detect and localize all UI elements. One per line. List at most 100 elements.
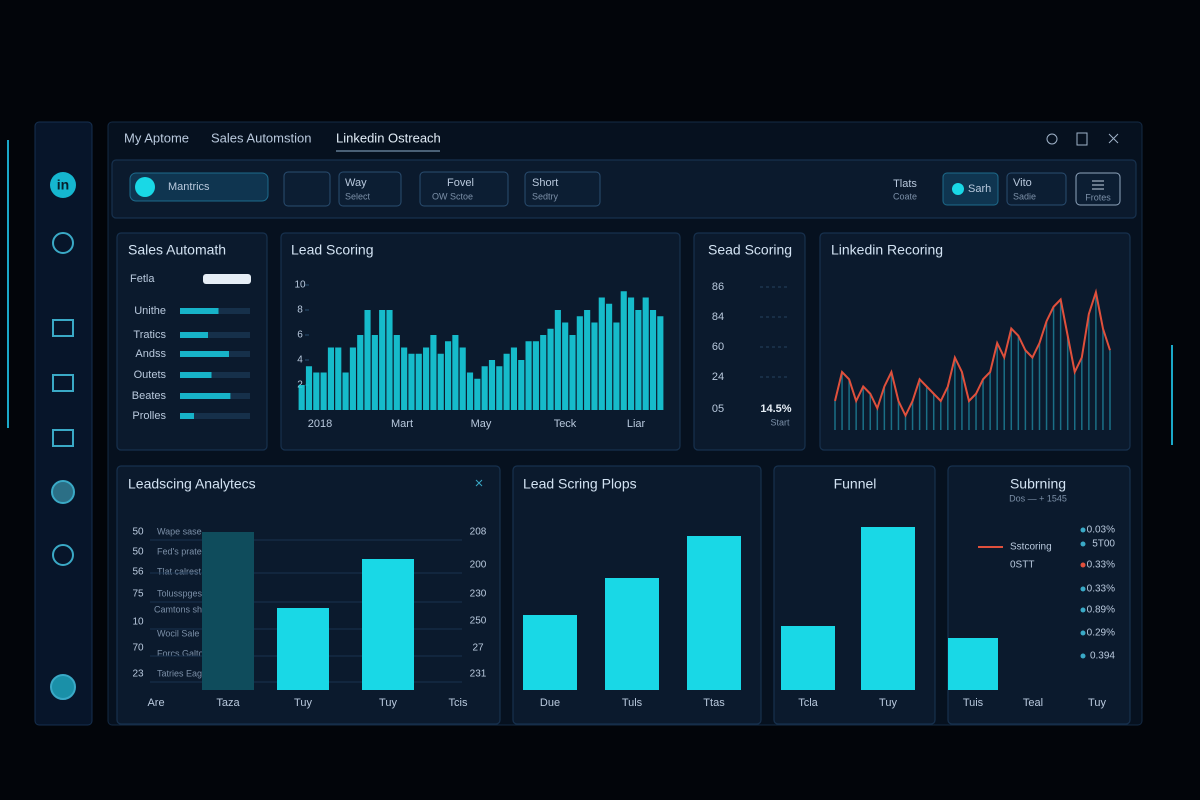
bar bbox=[562, 322, 569, 410]
row-track bbox=[180, 372, 250, 378]
bar bbox=[327, 347, 334, 410]
bar bbox=[386, 310, 393, 410]
nav-icon[interactable] bbox=[50, 674, 76, 700]
stat-icon bbox=[1080, 541, 1086, 547]
x-tick-label: May bbox=[471, 418, 492, 430]
window-icons bbox=[1046, 132, 1119, 146]
row-track bbox=[180, 413, 250, 419]
bar bbox=[466, 372, 474, 410]
score-label: 60 bbox=[712, 341, 724, 353]
bar bbox=[357, 335, 364, 410]
status-sub: Coate bbox=[893, 191, 917, 201]
logo[interactable] bbox=[50, 172, 76, 198]
bar bbox=[488, 360, 496, 410]
bar bbox=[349, 347, 356, 410]
bar bbox=[393, 335, 400, 410]
stat: 14.5% bbox=[760, 403, 791, 415]
bar bbox=[401, 347, 408, 410]
nav-icon[interactable] bbox=[52, 374, 74, 392]
bar bbox=[430, 335, 437, 410]
filter-sub: Sadie bbox=[1013, 191, 1036, 201]
row-bar bbox=[180, 393, 231, 399]
filter[interactable] bbox=[524, 171, 601, 207]
nav-icon[interactable] bbox=[51, 480, 75, 504]
y-tick-label: 230 bbox=[470, 589, 487, 600]
icon-button[interactable] bbox=[283, 171, 331, 207]
icon[interactable] bbox=[1076, 132, 1088, 146]
x-tick-label: Tcis bbox=[449, 697, 468, 709]
legend-item: 0STT bbox=[1010, 560, 1034, 571]
nav-item[interactable]: My Aptome bbox=[124, 130, 189, 145]
sidebar bbox=[34, 121, 93, 726]
row-bar bbox=[180, 308, 219, 314]
filter-label: Short bbox=[532, 177, 558, 189]
x-tick-label: Are bbox=[147, 697, 164, 709]
nav-item[interactable]: Sales Automstion bbox=[211, 130, 311, 145]
toggle bbox=[203, 274, 251, 284]
bar bbox=[459, 347, 466, 410]
y-tick-label: 23 bbox=[132, 669, 144, 680]
y-tick-label: 56 bbox=[132, 567, 144, 578]
bar bbox=[320, 372, 327, 410]
x-tick-label: Teal bbox=[1023, 697, 1043, 709]
score-label: 05 bbox=[712, 403, 724, 415]
filter[interactable] bbox=[1006, 172, 1067, 206]
panel bbox=[693, 232, 806, 451]
y-tick-label: 4 bbox=[297, 355, 303, 366]
row-bar bbox=[180, 332, 208, 338]
row-label: Unithe bbox=[134, 305, 166, 317]
nav-icon[interactable] bbox=[52, 429, 74, 447]
nav-icon[interactable] bbox=[52, 232, 74, 254]
bar bbox=[554, 310, 561, 410]
y-tick-label: 231 bbox=[470, 669, 487, 680]
x-tick-label: Tuy bbox=[294, 697, 312, 709]
legend-item: Tatries Eagtes bbox=[157, 668, 215, 678]
stat-value: 0.33% bbox=[1087, 584, 1115, 595]
search[interactable] bbox=[129, 172, 269, 202]
bar bbox=[861, 527, 915, 690]
panel-title: Sales Automath bbox=[128, 242, 226, 258]
score-label: 24 bbox=[712, 371, 724, 383]
bar bbox=[576, 316, 583, 410]
nav-icon[interactable] bbox=[52, 319, 74, 337]
bar bbox=[540, 335, 547, 410]
bar bbox=[510, 347, 517, 410]
bar bbox=[305, 366, 313, 410]
bar bbox=[635, 310, 642, 410]
filter[interactable] bbox=[338, 171, 402, 207]
panel-title: Funnel bbox=[834, 476, 877, 492]
legend-item: Wape sase bbox=[157, 526, 202, 536]
x-tick-label: Tuis bbox=[963, 697, 984, 709]
status-label: Tlats bbox=[893, 178, 917, 190]
button-text: Sarh bbox=[968, 183, 991, 195]
filter[interactable] bbox=[419, 171, 509, 207]
y-tick-label: 200 bbox=[470, 560, 487, 571]
stat-value: 0.33% bbox=[1087, 560, 1115, 571]
icon[interactable] bbox=[1046, 133, 1058, 145]
legend-item: Tolusspges bbox=[157, 588, 203, 598]
bar bbox=[642, 297, 649, 410]
sidebar-icons bbox=[50, 232, 76, 700]
corner-icon bbox=[475, 479, 483, 487]
nav-icon[interactable] bbox=[52, 544, 74, 566]
stat-value: 0.89% bbox=[1087, 605, 1115, 616]
legend-item: Tlat calrest bbox=[157, 566, 202, 576]
search-icon bbox=[135, 177, 155, 197]
bar bbox=[598, 297, 605, 410]
bar bbox=[781, 626, 835, 690]
bar bbox=[518, 360, 525, 410]
bar bbox=[605, 578, 659, 690]
button[interactable] bbox=[942, 172, 999, 206]
nav-item[interactable]: Linkedin Ostreach bbox=[336, 130, 441, 145]
x-tick-label: Tuy bbox=[379, 697, 397, 709]
bar bbox=[298, 385, 305, 410]
bar bbox=[277, 608, 329, 690]
bar bbox=[687, 536, 741, 690]
y-tick-label: 70 bbox=[132, 643, 144, 654]
line bbox=[834, 288, 1111, 418]
bar bbox=[620, 291, 627, 410]
y-tick-label: 250 bbox=[470, 616, 487, 627]
y-tick-label: 6 bbox=[297, 330, 303, 341]
row-label: Tratics bbox=[133, 329, 166, 341]
close-icon[interactable] bbox=[1108, 133, 1119, 144]
